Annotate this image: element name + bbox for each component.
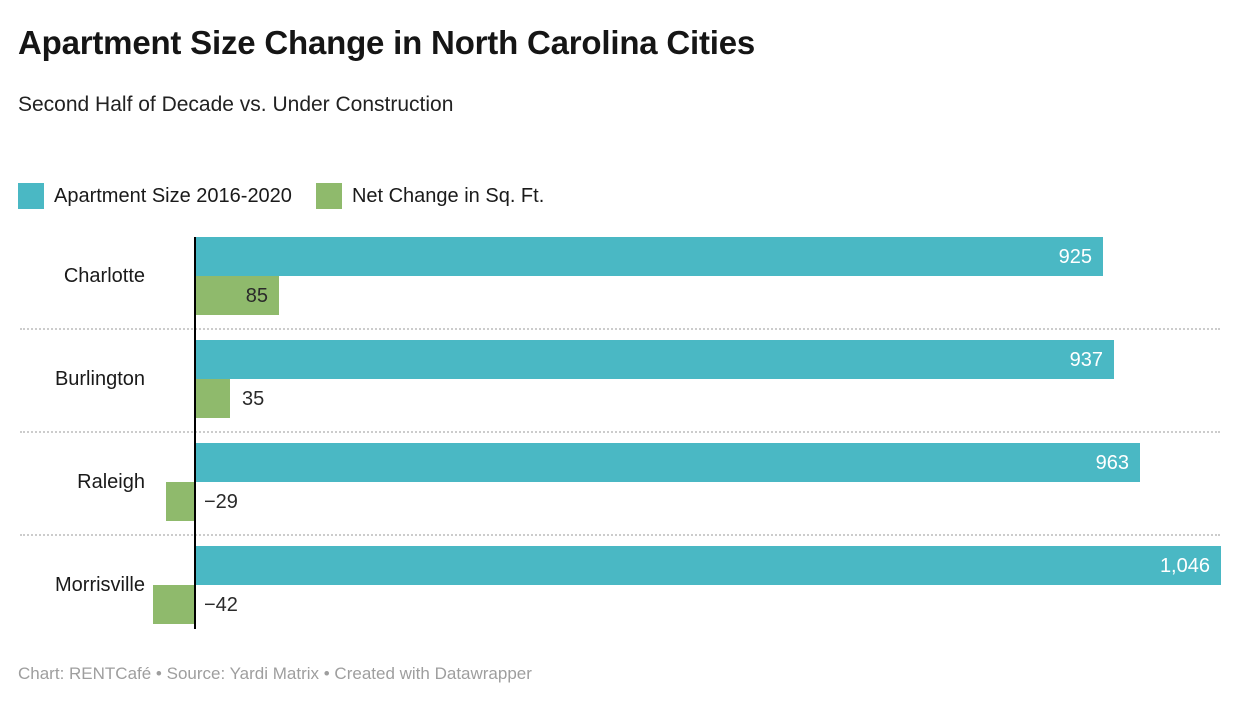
legend-label: Net Change in Sq. Ft. [351, 184, 545, 207]
row-separator [20, 328, 1220, 330]
legend-swatch-icon [18, 183, 44, 209]
bar-apartment-size: 963 [196, 443, 1140, 482]
bar-net-change [153, 585, 194, 624]
bar-value-label: −42 [204, 594, 238, 616]
bar-value-label: 937 [1069, 348, 1103, 371]
bar-value-label: 35 [242, 388, 265, 410]
category-label: Raleigh [77, 471, 145, 493]
legend-swatch-icon [315, 183, 342, 209]
bar-net-change [166, 482, 194, 521]
attribution: Chart: RENTCafé • Source: Yardi Matrix •… [18, 664, 532, 683]
chart-subtitle: Second Half of Decade vs. Under Construc… [18, 93, 454, 116]
legend: Apartment Size 2016-2020 Net Change in Sq… [18, 183, 544, 209]
y-axis-line [194, 237, 196, 629]
bar-net-change [196, 379, 230, 418]
bar-value-label: 85 [245, 284, 268, 307]
legend-item: Net Change in Sq. Ft. [315, 183, 545, 209]
bar-value-label: 1,046 [1159, 554, 1210, 577]
bar-net-change: 85 [196, 276, 279, 315]
bar-value-label: 963 [1095, 451, 1129, 474]
chart-title: Apartment Size Change in North Carolina … [18, 24, 756, 61]
row-separator [20, 534, 1220, 536]
category-label: Burlington [54, 368, 145, 390]
category-label: Charlotte [63, 265, 145, 287]
bar-value-label: 925 [1058, 245, 1092, 268]
legend-label: Apartment Size 2016-2020 [54, 184, 292, 207]
bar-apartment-size: 1,046 [196, 546, 1221, 585]
bar-apartment-size: 937 [196, 340, 1114, 379]
legend-item: Apartment Size 2016-2020 [18, 183, 292, 209]
bar-apartment-size: 925 [196, 237, 1103, 276]
category-label: Morrisville [55, 574, 145, 596]
row-separator [20, 431, 1220, 433]
bar-value-label: −29 [204, 491, 238, 513]
